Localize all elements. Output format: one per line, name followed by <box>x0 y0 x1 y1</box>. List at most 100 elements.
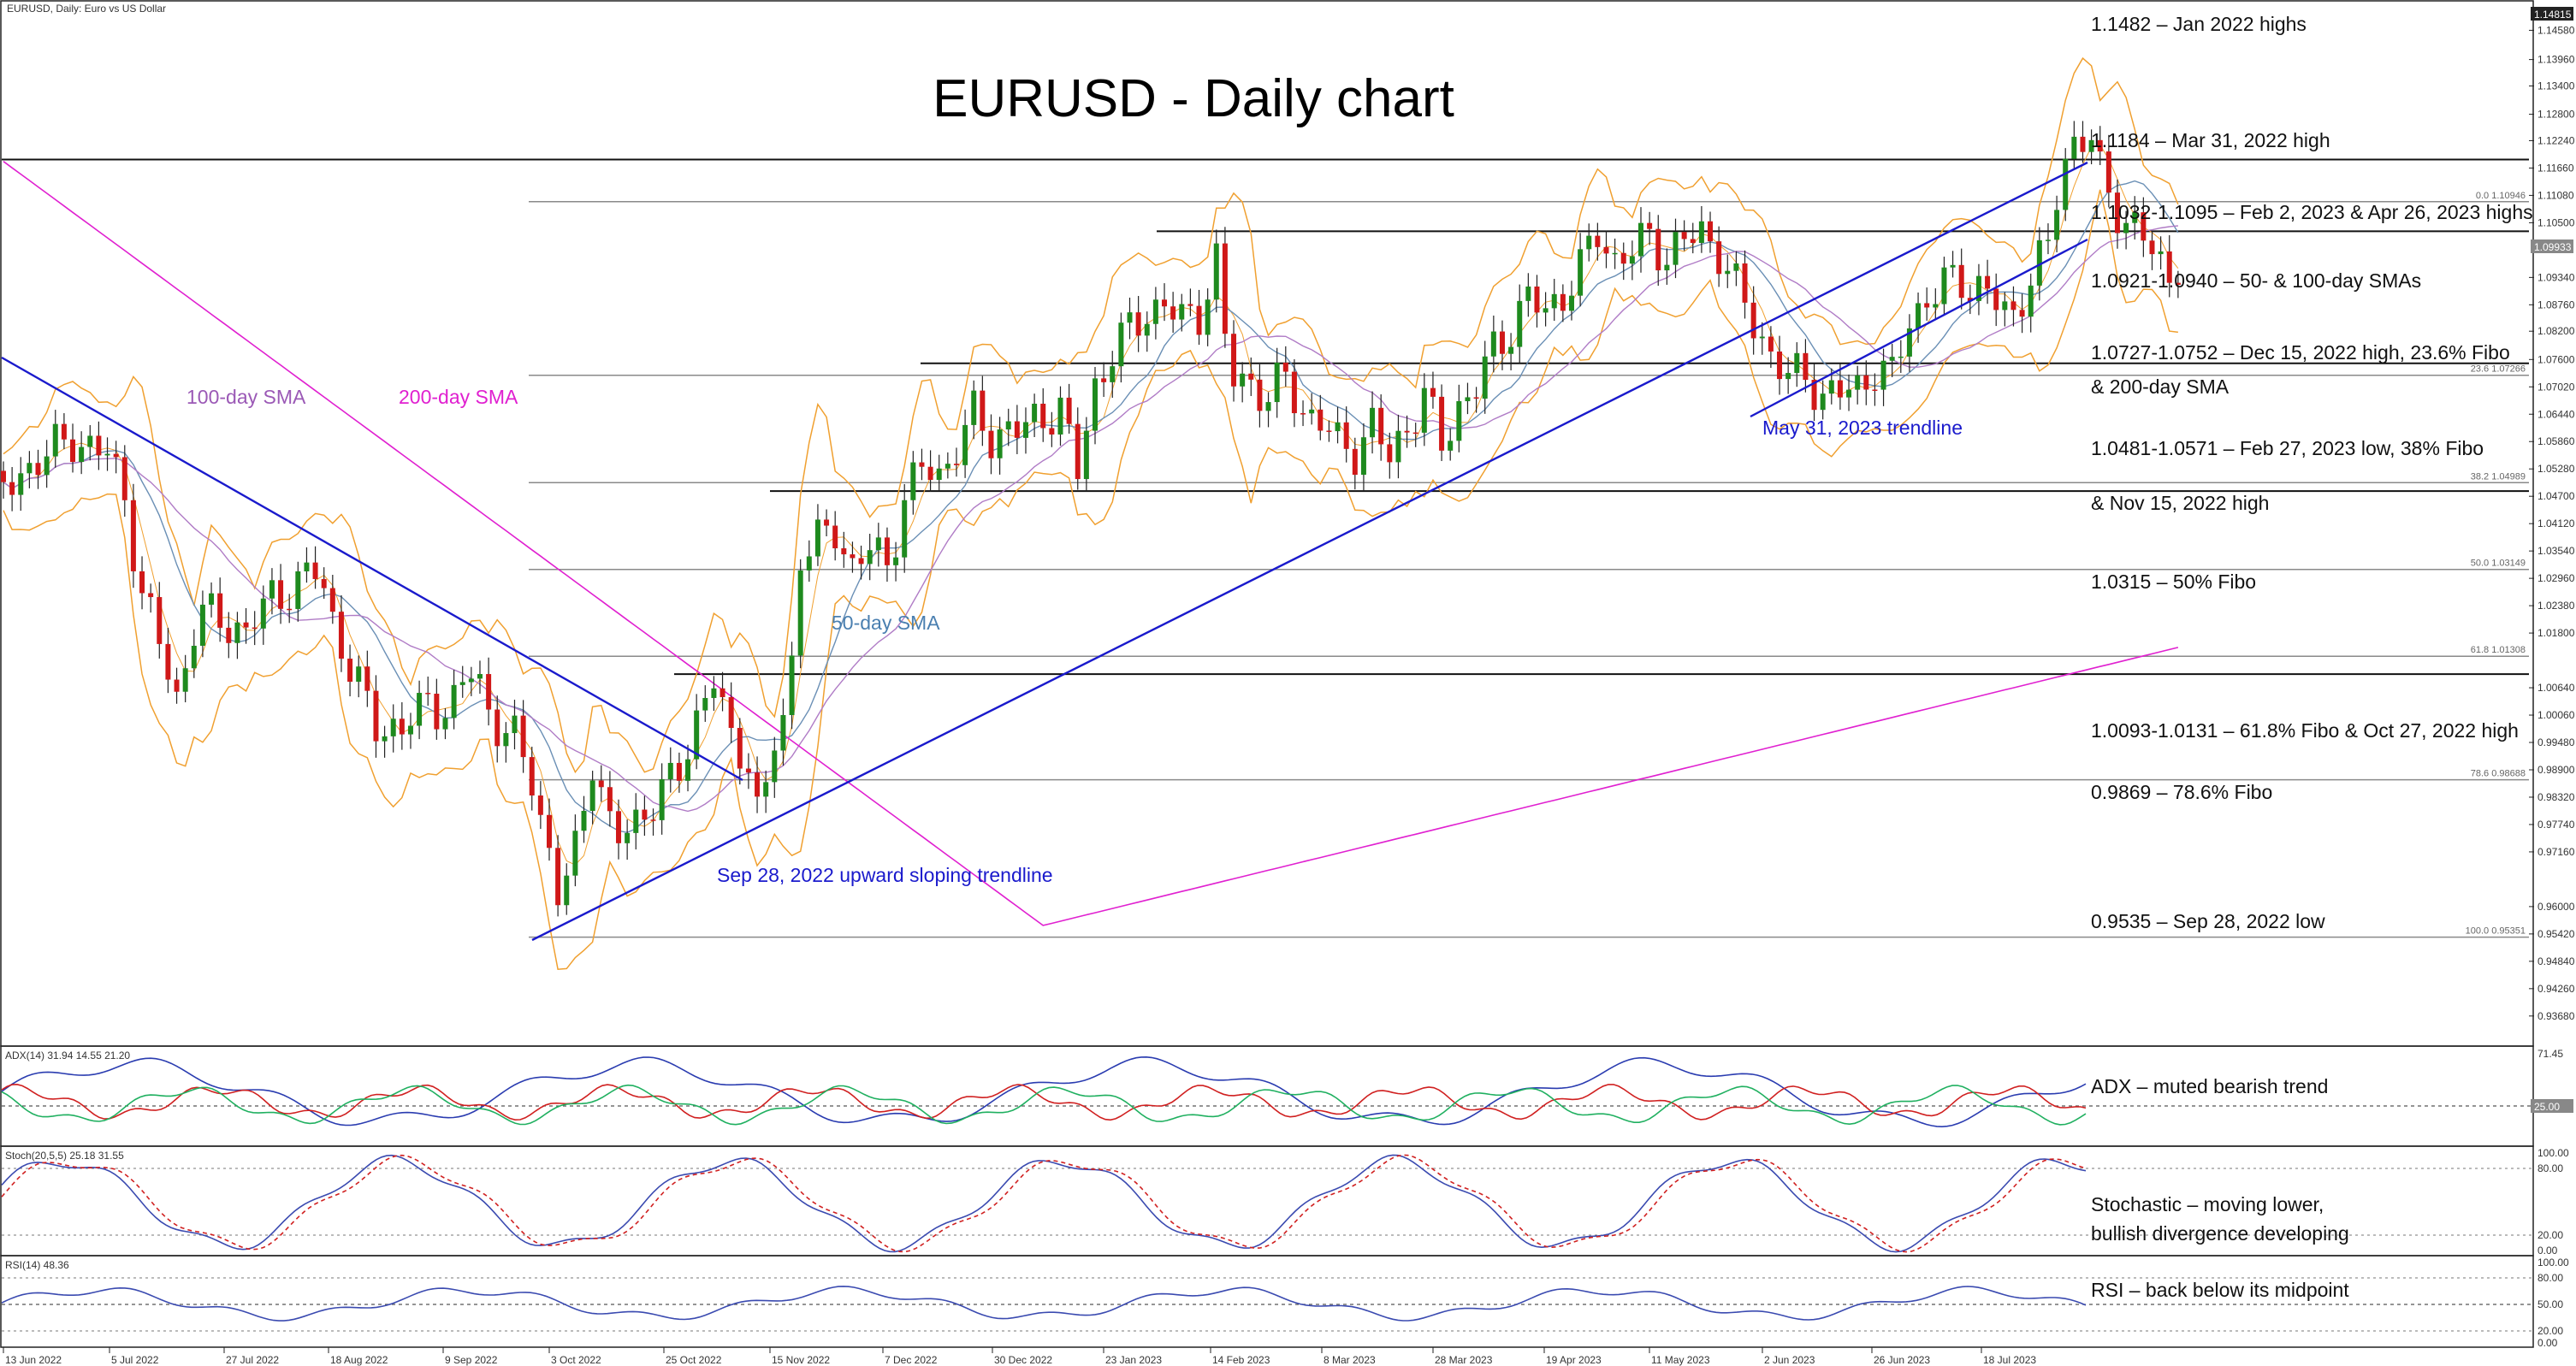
candle-body <box>1248 373 1254 380</box>
candle-body <box>564 875 570 906</box>
rsi-scale-0: 0.00 <box>2538 1337 2558 1349</box>
candle-body <box>1378 407 1384 445</box>
candle-body <box>1387 444 1393 463</box>
trendlines <box>1 161 2088 942</box>
candle-body <box>676 762 682 781</box>
candle-body <box>1681 232 1687 239</box>
rsi-panel <box>0 1255 2534 1348</box>
price-tick-label: 1.06440 <box>2538 408 2575 420</box>
top-price-box <box>2531 7 2573 21</box>
candle-body <box>581 810 587 831</box>
may-2023-trendline <box>1750 238 2088 418</box>
time-tick-label: 9 Sep 2022 <box>445 1354 498 1366</box>
candle-body <box>434 694 440 730</box>
time-tick-label: 18 Aug 2022 <box>330 1354 388 1366</box>
candle-body <box>875 537 881 551</box>
candle-body <box>1768 336 1774 352</box>
time-tick-label: 13 Jun 2022 <box>5 1354 62 1366</box>
candle-body <box>1370 407 1376 438</box>
candle-body <box>1698 221 1704 244</box>
candlesticks <box>1 121 2181 917</box>
stoch-label: Stoch(20,5,5) 25.18 31.55 <box>5 1150 124 1162</box>
candle-body <box>399 718 405 735</box>
candle-body <box>442 718 448 730</box>
price-tick-label: 1.11660 <box>2538 162 2574 174</box>
candle-body <box>1872 389 1878 391</box>
sep-trendline-label: Sep 28, 2022 upward sloping trendline <box>717 864 1053 886</box>
candle-body <box>1880 360 1886 390</box>
level-annotation: & 200-day SMA <box>2091 376 2230 398</box>
candle-body <box>1110 366 1116 382</box>
candle-body <box>321 578 327 588</box>
candle-body <box>199 604 205 646</box>
candle-body <box>1465 397 1471 402</box>
candle-body <box>304 562 310 571</box>
rsi-scale-80: 80.00 <box>2538 1272 2563 1284</box>
candle-body <box>1127 312 1133 323</box>
candle-body <box>1655 228 1661 271</box>
candle-body <box>607 787 613 812</box>
price-tick-label: 0.98900 <box>2538 764 2575 776</box>
candle-body <box>104 453 110 456</box>
candle-body <box>1924 303 1930 308</box>
sma100-label: 100-day SMA <box>187 386 306 408</box>
candle-body <box>1032 403 1038 423</box>
candle-body <box>1343 422 1349 449</box>
candle-body <box>2105 151 2111 193</box>
candle-body <box>1525 286 1531 301</box>
candle-body <box>1352 448 1358 476</box>
time-tick-label: 28 Mar 2023 <box>1435 1354 1493 1366</box>
candle-body <box>772 750 778 783</box>
candle-body <box>382 736 388 742</box>
candle-body <box>1993 288 1999 310</box>
candle-body <box>980 390 986 431</box>
current-price-box <box>2531 239 2573 253</box>
price-tick-label: 1.00060 <box>2538 709 2575 721</box>
level-annotation: 1.0093-1.0131 – 61.8% Fibo & Oct 27, 202… <box>2091 719 2519 742</box>
stoch-annotation-1: Stochastic – moving lower, <box>2091 1193 2324 1215</box>
downtrend-line <box>1 356 743 782</box>
candle-body <box>1421 387 1427 433</box>
level-annotation: 1.1032-1.1095 – Feb 2, 2023 & Apr 26, 20… <box>2091 201 2533 223</box>
candle-body <box>1846 389 1852 398</box>
candle-body <box>157 597 163 644</box>
candle-body <box>1456 401 1462 441</box>
adx-lines <box>1 1056 2087 1128</box>
bollinger-lower <box>3 189 2178 971</box>
candle-body <box>728 697 734 729</box>
candle-body <box>459 682 465 685</box>
candle-body <box>1240 373 1246 387</box>
price-tick-label: 0.97160 <box>2538 846 2575 858</box>
candle-body <box>269 580 275 599</box>
candle-body <box>1664 264 1670 271</box>
time-tick-label: 25 Oct 2022 <box>666 1354 722 1366</box>
fib-level-label: 61.8 1.01308 <box>2471 645 2526 655</box>
candle-body <box>1578 249 1584 296</box>
stochastic-lines <box>1 1154 2087 1253</box>
candle-body <box>2002 301 2008 310</box>
may-trendline-label: May 31, 2023 trendline <box>1762 417 1963 439</box>
price-tick-label: 1.09340 <box>2538 271 2575 283</box>
fibonacci-levels: 0.0 1.10946 23.6 1.07266 38.2 1.04989 50.0 … <box>529 191 2529 938</box>
candle-body <box>1603 246 1609 254</box>
level-annotation: & Nov 15, 2022 high <box>2091 492 2269 514</box>
candle-body <box>148 593 154 598</box>
candle-body <box>1716 241 1722 275</box>
price-tick-label: 1.04700 <box>2538 490 2575 502</box>
candle-body <box>789 655 795 715</box>
candle-body <box>1898 356 1904 358</box>
candle-body <box>1222 243 1228 334</box>
candle-body <box>1473 397 1479 399</box>
candle-body <box>1499 331 1505 354</box>
candle-body <box>9 482 15 495</box>
candle-body <box>174 679 180 692</box>
fib-level-label: 38.2 1.04989 <box>2471 471 2526 482</box>
candle-body <box>1093 378 1098 431</box>
candle-body <box>893 557 899 565</box>
price-tick-label: 0.94260 <box>2538 983 2575 995</box>
candle-body <box>919 462 925 467</box>
time-axis: 13 Jun 2022 5 Jul 2022 27 Jul 2022 18 Aug 2… <box>3 1347 2036 1366</box>
price-tick-label: 1.14580 <box>2538 24 2575 36</box>
